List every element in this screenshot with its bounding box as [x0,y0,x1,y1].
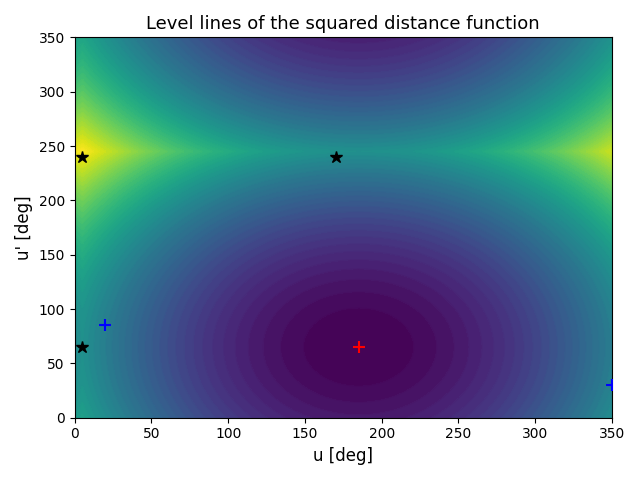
Title: Level lines of the squared distance function: Level lines of the squared distance func… [147,15,540,33]
Y-axis label: u' [deg]: u' [deg] [15,195,33,260]
X-axis label: u [deg]: u [deg] [313,447,373,465]
